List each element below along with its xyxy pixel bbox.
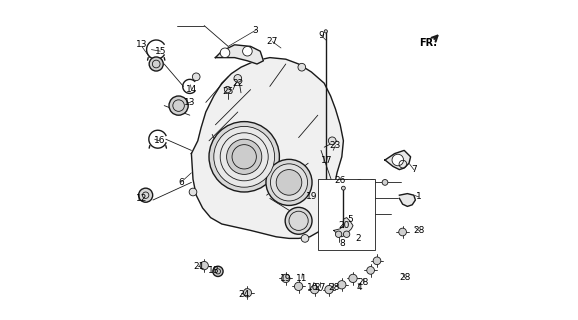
Circle shape — [266, 159, 312, 205]
Text: 21: 21 — [194, 262, 205, 271]
Circle shape — [343, 231, 350, 237]
Circle shape — [399, 228, 406, 236]
Text: 11: 11 — [296, 274, 307, 283]
Text: 14: 14 — [186, 85, 197, 94]
Text: 9: 9 — [318, 31, 324, 40]
Polygon shape — [191, 58, 343, 238]
Circle shape — [224, 86, 231, 93]
Circle shape — [325, 285, 333, 294]
Polygon shape — [385, 150, 410, 170]
Text: 16: 16 — [154, 136, 165, 145]
Circle shape — [357, 196, 362, 201]
Circle shape — [214, 126, 275, 187]
Circle shape — [139, 188, 153, 202]
Circle shape — [169, 96, 188, 115]
Circle shape — [382, 180, 388, 185]
Text: 10: 10 — [307, 284, 318, 292]
Text: 17: 17 — [321, 156, 332, 164]
FancyBboxPatch shape — [318, 179, 375, 250]
Text: 19: 19 — [306, 192, 317, 201]
Text: 3: 3 — [253, 26, 258, 35]
Text: 25: 25 — [223, 87, 234, 96]
Polygon shape — [399, 194, 416, 206]
Text: 8: 8 — [339, 239, 344, 248]
Circle shape — [324, 30, 327, 33]
Circle shape — [209, 122, 279, 192]
Text: 28: 28 — [399, 273, 410, 282]
Circle shape — [149, 57, 163, 71]
Circle shape — [369, 180, 375, 185]
Circle shape — [298, 63, 306, 71]
Circle shape — [271, 164, 307, 201]
Circle shape — [294, 282, 303, 291]
Text: 28: 28 — [328, 284, 339, 292]
Circle shape — [227, 139, 262, 174]
Circle shape — [344, 196, 350, 201]
Text: 13: 13 — [184, 98, 195, 107]
Text: 28: 28 — [357, 278, 368, 287]
Text: 1: 1 — [416, 192, 421, 201]
Circle shape — [234, 75, 242, 82]
Circle shape — [373, 257, 381, 265]
Circle shape — [357, 180, 362, 185]
Text: 27: 27 — [314, 283, 326, 292]
Circle shape — [243, 46, 252, 56]
Circle shape — [281, 274, 290, 283]
Text: 27: 27 — [266, 37, 278, 46]
Text: FR.: FR. — [419, 38, 437, 48]
Circle shape — [392, 154, 403, 166]
Circle shape — [200, 261, 208, 270]
Text: 19: 19 — [280, 274, 291, 283]
Circle shape — [192, 73, 200, 81]
Text: 24: 24 — [239, 290, 250, 299]
Text: 15: 15 — [154, 47, 166, 56]
Text: 7: 7 — [411, 165, 417, 174]
Circle shape — [189, 188, 197, 196]
Circle shape — [342, 186, 345, 190]
Text: 6: 6 — [178, 178, 184, 187]
Circle shape — [276, 170, 302, 195]
Text: 18: 18 — [208, 266, 220, 275]
Circle shape — [301, 235, 309, 242]
Circle shape — [344, 180, 350, 185]
Text: 5: 5 — [347, 215, 353, 224]
Circle shape — [349, 274, 357, 283]
Circle shape — [330, 201, 338, 209]
Text: 28: 28 — [413, 226, 424, 235]
Circle shape — [285, 207, 312, 234]
Circle shape — [335, 231, 342, 237]
Text: 12: 12 — [136, 194, 147, 203]
Circle shape — [250, 54, 258, 61]
Circle shape — [220, 48, 230, 58]
Polygon shape — [216, 45, 264, 64]
Circle shape — [328, 137, 336, 145]
Circle shape — [243, 289, 251, 297]
Text: 13: 13 — [136, 40, 147, 49]
Text: 4: 4 — [357, 284, 362, 292]
Circle shape — [369, 196, 375, 201]
Text: 22: 22 — [232, 79, 243, 88]
Polygon shape — [334, 218, 353, 237]
Text: 23: 23 — [329, 141, 341, 150]
Circle shape — [367, 267, 375, 274]
Text: 20: 20 — [338, 221, 350, 230]
Circle shape — [213, 266, 223, 276]
Circle shape — [310, 285, 318, 294]
Text: 26: 26 — [335, 176, 346, 185]
Text: 2: 2 — [355, 234, 361, 243]
Circle shape — [338, 281, 346, 289]
